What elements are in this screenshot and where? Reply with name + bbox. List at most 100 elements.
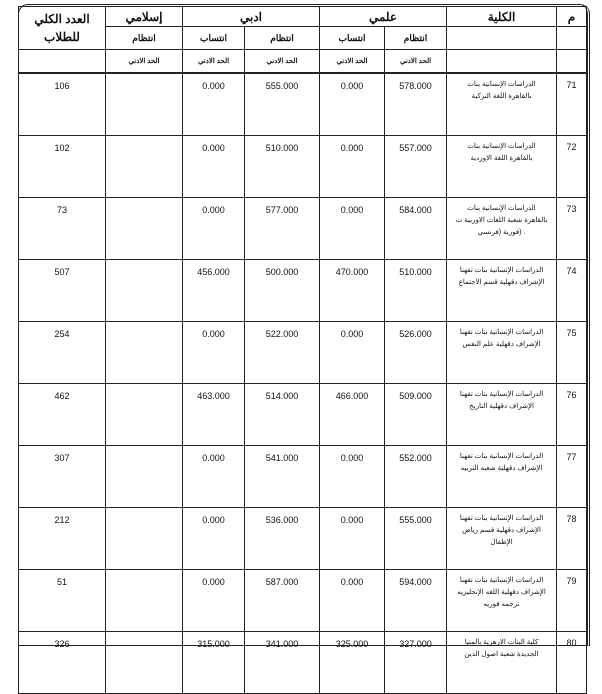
lit-regular-cell: 510.000	[244, 135, 320, 198]
header-total: العدد الكلي للطلاب	[18, 6, 106, 50]
isl-regular-cell	[105, 72, 183, 136]
total-cell: 254	[18, 321, 106, 384]
sci-regular-cell: 557.000	[384, 135, 448, 198]
sci-affiliation-cell: 0.000	[318, 72, 386, 136]
index-cell: 74	[556, 259, 588, 322]
header-min: الحد الادني	[384, 49, 448, 74]
index-cell: 77	[556, 445, 588, 508]
isl-regular-cell	[105, 631, 183, 694]
lit-regular-cell: 536.000	[244, 507, 320, 570]
college-cell: كلية البنات الازهرية بالمنيا الجديدة شعب…	[446, 631, 558, 694]
lit-regular-cell: 514.000	[244, 383, 320, 446]
sci-affiliation-cell: 466.000	[318, 383, 386, 446]
index-cell: 73	[556, 197, 588, 260]
header-isl-regular: انتظام	[105, 26, 183, 50]
blank	[446, 49, 558, 74]
sci-affiliation-cell: 0.000	[318, 445, 386, 508]
total-cell: 212	[18, 507, 106, 570]
college-cell: الدراسات الإنسانية بنات بالقاهرة شعبة ال…	[446, 197, 558, 260]
admission-table: م الكلية علمي ادبي إسلامي العدد الكلي لل…	[18, 6, 588, 694]
total-cell: 102	[18, 135, 106, 198]
table-row: 71 الدراسات الإنسانية بنات بالقاهرة اللغة…	[18, 72, 588, 136]
table-row: 72 الدراسات الإنسانية بنات بالقاهرة اللغة…	[18, 135, 588, 198]
lit-regular-cell: 555.000	[244, 72, 320, 136]
sci-regular-cell: 584.000	[384, 197, 448, 260]
header-college: الكلية	[446, 6, 558, 27]
sci-regular-cell: 555.000	[384, 507, 448, 570]
blank	[18, 49, 106, 74]
total-cell: 307	[18, 445, 106, 508]
total-cell: 73	[18, 197, 106, 260]
lit-affiliation-cell: 0.000	[182, 507, 245, 570]
isl-regular-cell	[105, 321, 183, 384]
header-lit-affiliation: انتساب	[182, 26, 245, 50]
header-sci-regular: انتظام	[384, 26, 448, 50]
header-lit-regular: انتظام	[244, 26, 320, 50]
index-cell: 78	[556, 507, 588, 570]
isl-regular-cell	[105, 445, 183, 508]
header-sci-affiliation: انتساب	[318, 26, 386, 50]
header-min: الحد الادني	[105, 49, 183, 74]
lit-regular-cell: 341.000	[244, 631, 320, 694]
lit-regular-cell: 541.000	[244, 445, 320, 508]
isl-regular-cell	[105, 197, 183, 260]
table-row: 77 الدراسات الإنسانية بنات تفهنا الإشراف …	[18, 445, 588, 508]
blank	[446, 26, 558, 50]
total-cell: 106	[18, 72, 106, 136]
header-index: م	[556, 6, 588, 27]
college-cell: الدراسات الإنسانية بنات بالقاهرة اللغة ا…	[446, 72, 558, 136]
college-cell: الدراسات الإنسانية بنات تفهنا الإشراف دق…	[446, 259, 558, 322]
lit-affiliation-cell: 463.000	[182, 383, 245, 446]
sci-regular-cell: 552.000	[384, 445, 448, 508]
isl-regular-cell	[105, 507, 183, 570]
isl-regular-cell	[105, 259, 183, 322]
sci-affiliation-cell: 0.000	[318, 197, 386, 260]
header-min: الحد الادني	[244, 49, 320, 74]
lit-affiliation-cell: 0.000	[182, 197, 245, 260]
total-cell: 507	[18, 259, 106, 322]
sci-affiliation-cell: 325.000	[318, 631, 386, 694]
header-min: الحد الادني	[182, 49, 245, 74]
total-cell: 326	[18, 631, 106, 694]
lit-regular-cell: 500.000	[244, 259, 320, 322]
table-row: 76 الدراسات الإنسانية بنات تفهنا الإشراف …	[18, 383, 588, 446]
sci-regular-cell: 578.000	[384, 72, 448, 136]
sci-affiliation-cell: 0.000	[318, 507, 386, 570]
index-cell: 76	[556, 383, 588, 446]
table-row: 75 الدراسات الإنسانية بنات تفهنا الإشراف …	[18, 321, 588, 384]
sci-regular-cell: 510.000	[384, 259, 448, 322]
index-cell: 72	[556, 135, 588, 198]
college-cell: الدراسات الإنسانية بنات بالقاهرة اللغة ا…	[446, 135, 558, 198]
lit-regular-cell: 522.000	[244, 321, 320, 384]
isl-regular-cell	[105, 383, 183, 446]
header-scientific: علمي	[318, 6, 448, 27]
index-cell: 75	[556, 321, 588, 384]
header-literary: ادبي	[182, 6, 320, 27]
sci-affiliation-cell: 0.000	[318, 321, 386, 384]
college-cell: الدراسات الإنسانية بنات تفهنا الإشراف دق…	[446, 321, 558, 384]
isl-regular-cell	[105, 135, 183, 198]
sci-affiliation-cell: 470.000	[318, 259, 386, 322]
table-row: 80 كلية البنات الازهرية بالمنيا الجديدة ش…	[18, 631, 588, 694]
sci-affiliation-cell: 0.000	[318, 135, 386, 198]
college-cell: الدراسات الإنسانية بنات تفهنا الإشراف دق…	[446, 507, 558, 570]
table-row: 74 الدراسات الإنسانية بنات تفهنا الإشراف …	[18, 259, 588, 322]
blank	[556, 49, 588, 74]
lit-affiliation-cell: 456.000	[182, 259, 245, 322]
sci-regular-cell: 327.000	[384, 631, 448, 694]
lit-affiliation-cell: 0.000	[182, 445, 245, 508]
total-cell: 462	[18, 383, 106, 446]
lit-affiliation-cell: 0.000	[182, 72, 245, 136]
header-islamic: إسلامي	[105, 6, 183, 27]
lit-affiliation-cell: 315.000	[182, 631, 245, 694]
table-row: 78 الدراسات الإنسانية بنات تفهنا الإشراف …	[18, 507, 588, 570]
college-cell: الدراسات الإنسانية بنات تفهنا الإشراف دق…	[446, 383, 558, 446]
sci-regular-cell: 509.000	[384, 383, 448, 446]
lit-affiliation-cell: 0.000	[182, 321, 245, 384]
index-cell: 80	[556, 631, 588, 694]
lit-affiliation-cell: 0.000	[182, 135, 245, 198]
sci-regular-cell: 526.000	[384, 321, 448, 384]
blank	[556, 26, 588, 50]
table-row: 73 الدراسات الإنسانية بنات بالقاهرة شعبة …	[18, 197, 588, 260]
index-cell: 71	[556, 72, 588, 136]
